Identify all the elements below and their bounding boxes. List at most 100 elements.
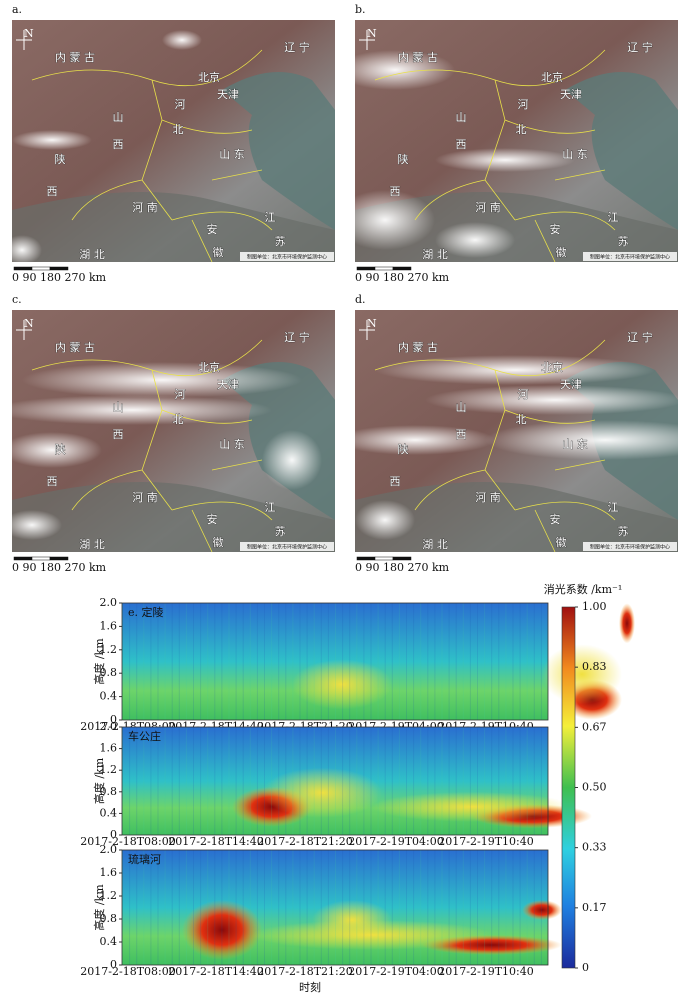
- heatmap-stripe: [512, 727, 514, 835]
- heatmap-stripe: [249, 727, 251, 835]
- x-axis-label: 时刻: [299, 980, 321, 994]
- heatmap-stripe: [306, 727, 308, 835]
- heatmap-stripe: [193, 727, 194, 835]
- x-tick-label: 2017-2-18T08:00: [80, 835, 175, 848]
- heatmap-stripe: [335, 727, 336, 835]
- southern-plain: [355, 192, 678, 262]
- colorbar-title: 消光系数 /km⁻¹: [544, 582, 623, 596]
- cloud: [2, 510, 62, 540]
- heatmap-stripe: [122, 850, 123, 965]
- border: [31, 339, 273, 553]
- map-label: 湖 北: [79, 248, 105, 261]
- heatmap-stripe: [384, 727, 386, 835]
- map-label: 北: [173, 123, 184, 136]
- heatmap-stripe: [434, 727, 436, 835]
- heatmap-stripe: [249, 603, 251, 720]
- heatmap-stripe: [129, 727, 131, 835]
- scale-bar: [356, 266, 376, 271]
- map-label: 山: [456, 401, 467, 414]
- southern-plain: [355, 482, 678, 552]
- heatmap-stripe: [469, 603, 471, 720]
- heatmap-stripe: [200, 850, 202, 965]
- y-tick-label: 0.4: [100, 935, 118, 948]
- map-label: 山 东: [219, 438, 245, 451]
- x-tick-label: 2017-2-18T21:20: [257, 835, 352, 848]
- heatmap-stripe: [313, 850, 315, 965]
- station-label: e. 定陵: [128, 605, 164, 619]
- heatmap-stripe: [306, 850, 308, 965]
- heatmap-stripe: [285, 727, 287, 835]
- heatmap-stripe: [384, 850, 386, 965]
- compass: N: [367, 27, 377, 40]
- y-tick-label: 0.8: [100, 785, 118, 798]
- heatmap-stripe: [342, 727, 344, 835]
- heatmap-stripe: [228, 727, 230, 835]
- y-tick-label: 0.4: [100, 690, 118, 703]
- cloud: [425, 385, 685, 415]
- heatmap-stripe: [292, 727, 294, 835]
- heatmap-stripe: [533, 850, 535, 965]
- heatmap-stripe: [178, 603, 180, 720]
- heatmap-stripe: [271, 850, 273, 965]
- map-label: 北: [516, 123, 527, 136]
- credit: 制图单位：北京市环境保护监测中心: [247, 254, 327, 261]
- heatmap-stripe: [207, 850, 209, 965]
- heatmap-region: [619, 603, 635, 644]
- map-label: 安: [207, 222, 218, 236]
- heatmap-stripe: [349, 850, 351, 965]
- heatmap-stripe: [498, 727, 500, 835]
- map-label: 辽 宁: [284, 40, 310, 54]
- heatmap-stripe: [356, 850, 358, 965]
- heatmap-stripe: [327, 850, 329, 965]
- cloud: [435, 222, 515, 258]
- map-label: 天津: [560, 88, 582, 101]
- heatmap-stripe: [512, 850, 514, 965]
- heatmap-stripe: [420, 727, 422, 835]
- heatmap-stripe: [228, 850, 230, 965]
- cloud: [0, 395, 272, 425]
- y-tick-label: 2.0: [100, 720, 118, 733]
- heatmap-stripe: [249, 850, 251, 965]
- map-panel: c.N内 蒙 古辽 宁北京天津河北山西陕西河 南山 东安徽江苏湖 北制图单位：北…: [0, 293, 335, 574]
- cloud: [22, 362, 302, 398]
- scale-bar: [13, 556, 33, 561]
- heatmap-stripe: [235, 850, 237, 965]
- heatmap-stripe: [299, 850, 301, 965]
- heatmap-stripe: [448, 603, 450, 720]
- heatmap-stripe: [150, 850, 152, 965]
- cloud: [355, 500, 415, 540]
- heatmap-stripe: [256, 603, 258, 720]
- map-label: 西: [390, 475, 401, 488]
- scale-bar: [374, 266, 394, 271]
- heatmap-stripe: [278, 603, 280, 720]
- y-axis-label: 高度 /km: [92, 884, 106, 931]
- border: [374, 339, 616, 553]
- heatmap-stripe: [200, 727, 202, 835]
- x-tick-label: 2017-2-18T14:40: [168, 965, 263, 978]
- cloud: [335, 190, 435, 250]
- heatmap-stripe: [264, 850, 265, 965]
- map-label: 西: [113, 428, 124, 441]
- heatmap-stripe: [477, 727, 478, 835]
- heatmap-stripe: [313, 727, 315, 835]
- heatmap-stripe: [342, 850, 344, 965]
- scale-text: 0 90 180 270 km: [355, 271, 450, 284]
- map-label: 徽: [556, 245, 567, 259]
- lidar-panel: 琉璃河 2.0 1.6 1.2 0.8 0.4 0 高度 /km 2017-2-18T08:00…: [80, 843, 562, 978]
- cloud: [375, 355, 655, 385]
- map-label: 山 东: [562, 148, 588, 161]
- heatmap-stripe: [484, 727, 486, 835]
- heatmap-stripe: [185, 850, 187, 965]
- scale-bar: [31, 556, 51, 561]
- map-label: 内 蒙 古: [398, 50, 438, 64]
- map-label: 江: [265, 501, 276, 514]
- heatmap-stripe: [271, 603, 273, 720]
- heatmap-stripe: [292, 603, 294, 720]
- heatmap-stripe: [363, 603, 365, 720]
- heatmap-stripe: [193, 850, 194, 965]
- map-label: 安: [550, 512, 561, 526]
- cloud: [435, 148, 575, 172]
- y-tick-label: 2.0: [100, 596, 118, 609]
- map-label: 河 南: [132, 491, 158, 504]
